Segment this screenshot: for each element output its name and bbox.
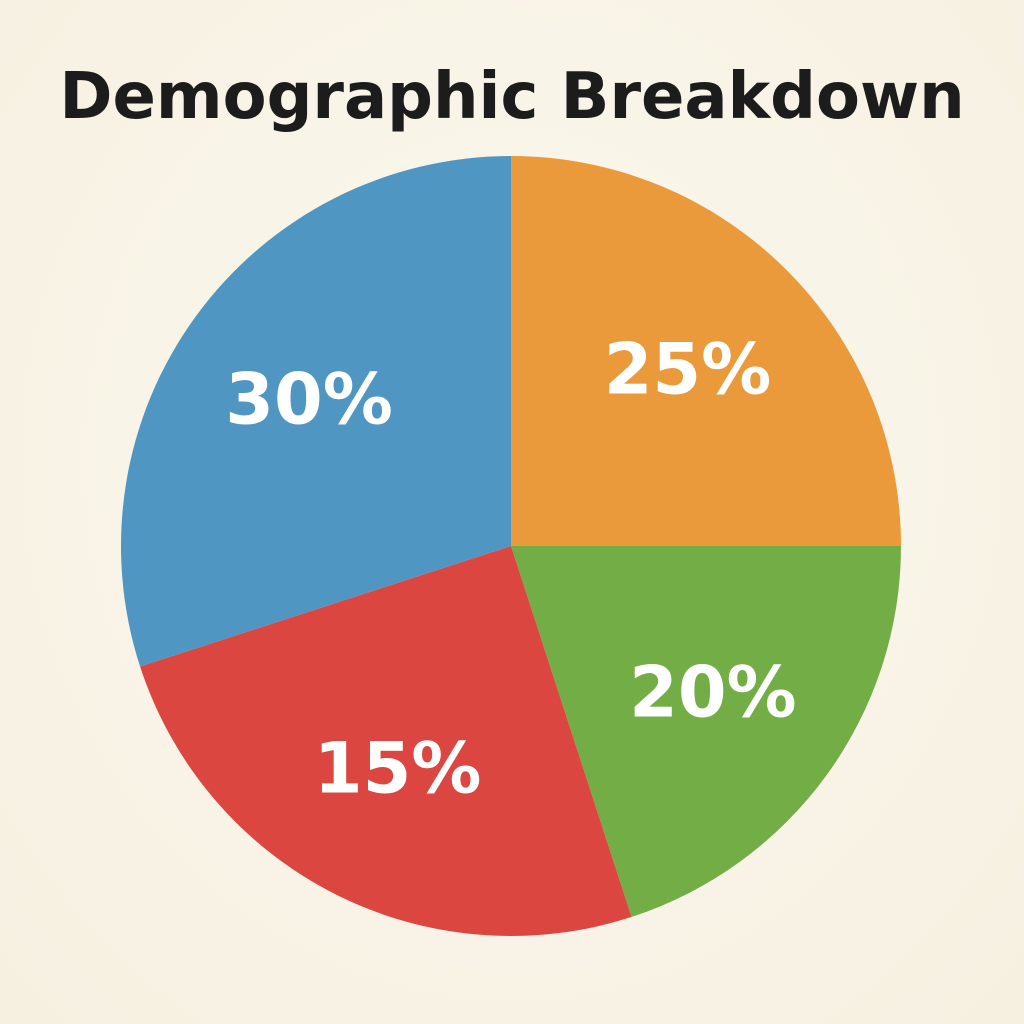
pie-slices bbox=[120, 156, 901, 936]
slice-label-1: 25% bbox=[604, 329, 772, 411]
slice-label-2: 20% bbox=[629, 652, 797, 734]
pie-slice-2 bbox=[511, 546, 901, 917]
pie-slice-4 bbox=[120, 156, 511, 667]
slice-label-4: 30% bbox=[225, 358, 393, 440]
chart-title: Demographic Breakdown bbox=[59, 60, 965, 134]
pie-labels: 25% 20% 15% 30% bbox=[225, 329, 796, 810]
pie-slice-1 bbox=[511, 156, 901, 546]
slice-label-3: 15% bbox=[314, 727, 482, 809]
pie-slice-3 bbox=[140, 546, 632, 936]
